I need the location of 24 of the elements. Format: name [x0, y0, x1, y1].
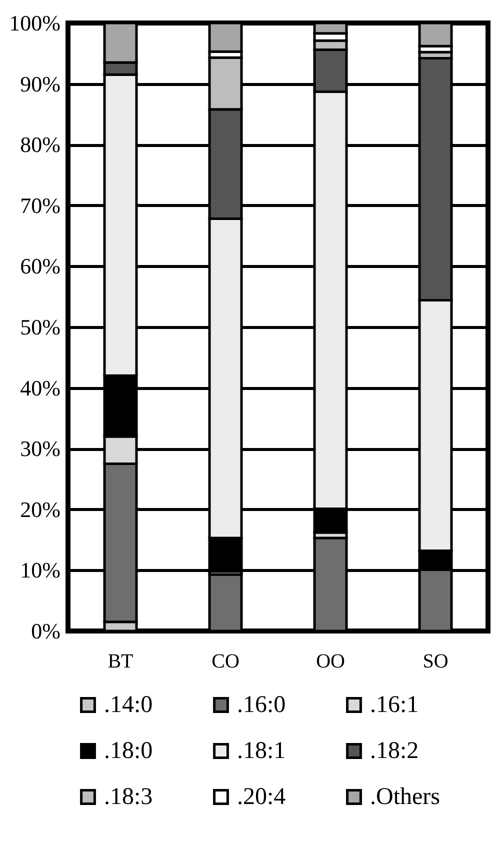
legend-label: .18:0 — [104, 738, 153, 764]
y-tick-label: 50% — [20, 314, 60, 340]
y-tick-label: 70% — [20, 192, 60, 218]
x-tick-label: SO — [422, 650, 448, 672]
x-tick-label: OO — [316, 650, 345, 672]
y-tick-label: 80% — [20, 132, 60, 158]
y-tick-label: 20% — [20, 496, 60, 522]
legend-label: .18:2 — [370, 738, 419, 764]
legend-label: .20:4 — [237, 784, 286, 810]
legend-label: .Others — [370, 784, 440, 810]
legend-label: .18:1 — [237, 738, 286, 764]
y-tick-label: 60% — [20, 254, 60, 279]
legend-label: .18:3 — [104, 784, 153, 810]
legend-label: .16:0 — [237, 692, 286, 718]
y-tick-label: 100% — [9, 10, 60, 36]
y-tick-label: 40% — [20, 375, 60, 400]
x-tick-label: CO — [212, 650, 240, 672]
y-tick-label: 90% — [20, 71, 60, 96]
x-tick-label: BT — [108, 650, 134, 672]
y-tick-label: 10% — [20, 558, 60, 583]
legend-label: .14:0 — [104, 692, 153, 718]
y-tick-label: 0% — [31, 618, 60, 644]
y-tick-label: 30% — [20, 436, 60, 462]
legend-label: .16:1 — [370, 692, 419, 718]
